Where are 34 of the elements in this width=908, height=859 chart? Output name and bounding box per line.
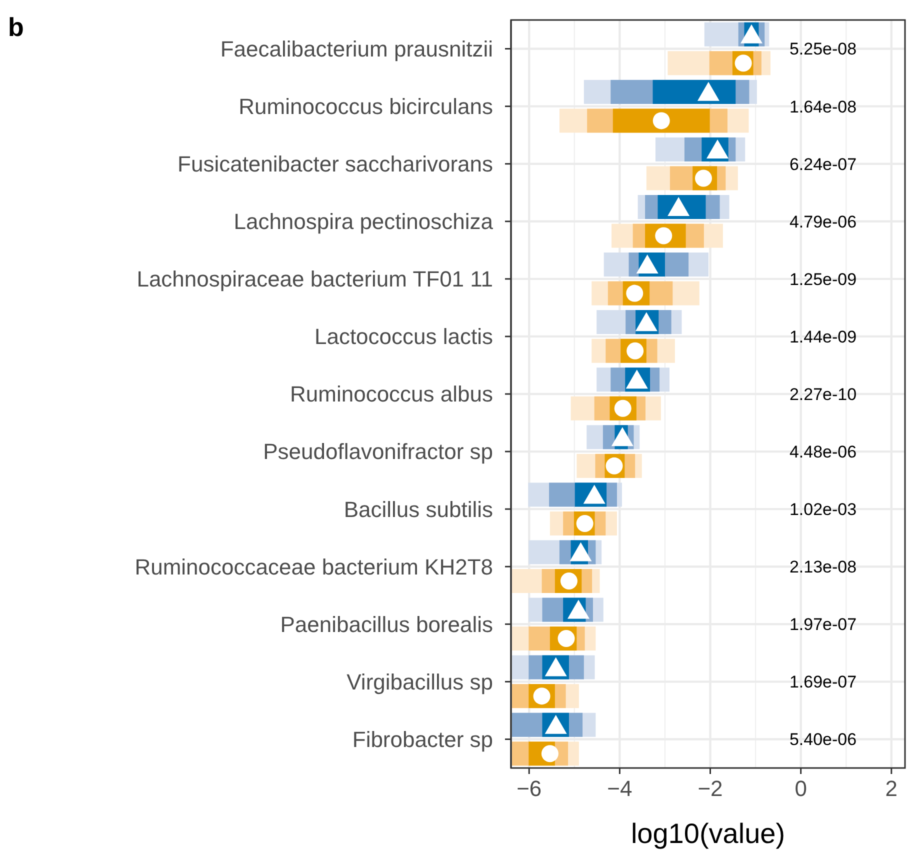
annotation: 5.25e-08	[789, 40, 857, 59]
x-tick-label: −2	[698, 776, 723, 801]
x-tick-label: −4	[607, 776, 632, 801]
annotation: 1.25e-09	[789, 270, 857, 289]
x-axis-title: log10(value)	[630, 818, 786, 849]
annotation: 6.24e-07	[789, 154, 857, 174]
annotation: 4.79e-06	[789, 212, 857, 232]
y-tick-label: Faecalibacterium prausnitzii	[220, 36, 493, 62]
y-tick-label: Pseudoflavonifractor sp	[263, 439, 493, 464]
annotation: 2.13e-08	[789, 558, 857, 577]
bar	[612, 108, 710, 133]
y-tick-label: Lactococcus lactis	[314, 324, 493, 350]
y-tick-label: Lachnospira pectinoschiza	[234, 209, 494, 234]
annotation: 1.64e-08	[789, 97, 857, 116]
y-tick-label: Lachnospiraceae bacterium TF01 11	[136, 266, 493, 292]
annotation: 5.40e-06	[789, 730, 857, 750]
y-tick-label: Ruminococcus bicirculans	[238, 94, 493, 120]
annotation: 1.69e-07	[789, 672, 857, 692]
y-tick-label: Virgibacillus sp	[346, 669, 493, 694]
y-tick-label: Ruminococcaceae bacterium KH2T8	[134, 554, 493, 580]
y-tick-label: Bacillus subtilis	[344, 496, 493, 522]
y-tick-label: Fusicatenibacter saccharivorans	[178, 152, 493, 177]
text: b	[8, 12, 24, 42]
annotation: 1.02e-03	[789, 500, 857, 520]
annotation: 1.97e-07	[789, 615, 857, 634]
x-tick-label: −6	[516, 776, 542, 801]
y-tick-label: Ruminococcus albus	[290, 382, 493, 407]
annotation: 2.27e-10	[789, 384, 857, 404]
y-tick-label: Paenibacillus borealis	[280, 612, 493, 637]
x-tick-label: 0	[794, 776, 807, 801]
y-tick-label: Fibrobacter sp	[352, 726, 493, 752]
annotation: 1.44e-09	[789, 327, 857, 346]
x-tick-label: 2	[885, 776, 898, 801]
annotation: 4.48e-06	[789, 442, 857, 462]
